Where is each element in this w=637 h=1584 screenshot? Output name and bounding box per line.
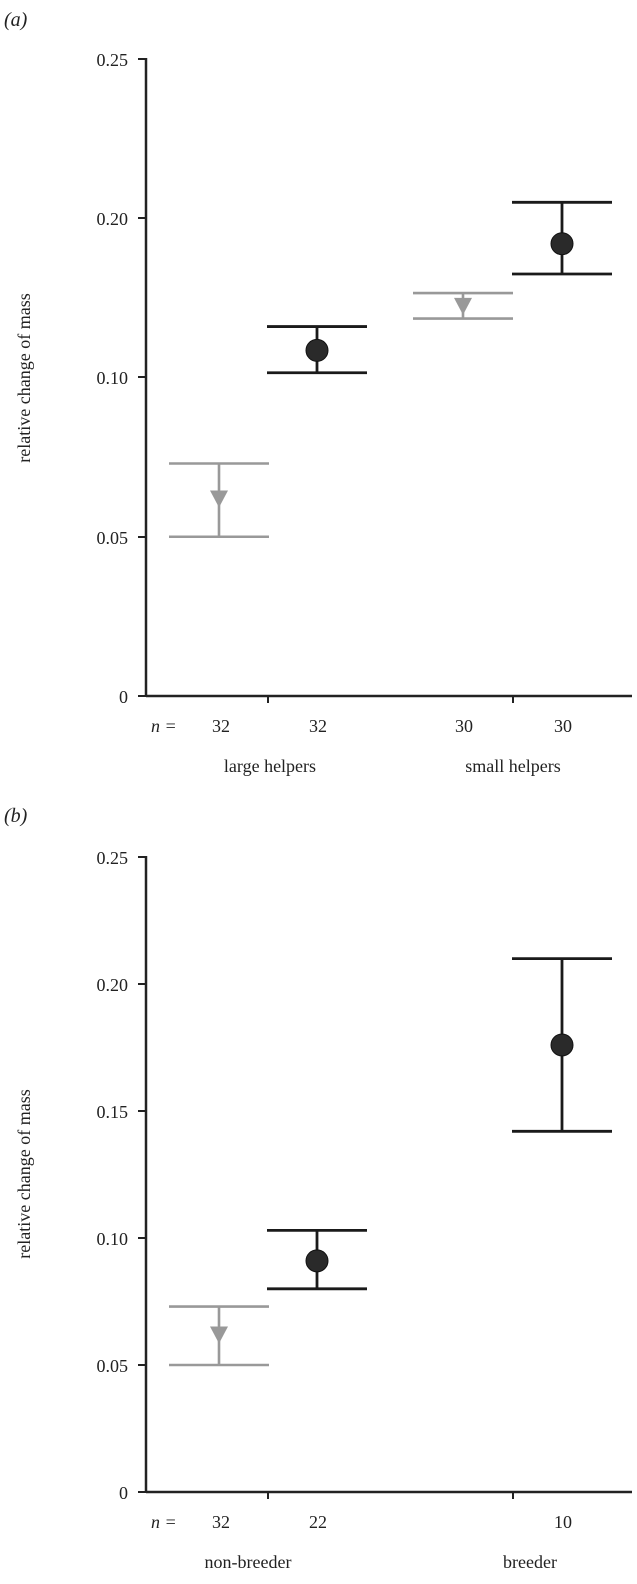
mean-marker-circle: [550, 1033, 574, 1057]
y-tick-a: 0: [119, 687, 146, 707]
y-tick-label-a: 0.20: [97, 209, 129, 229]
n-prefix-a: n =: [151, 716, 177, 736]
group-label-b: breeder: [503, 1552, 557, 1572]
mean-marker-circle: [305, 338, 329, 362]
panel-label-a: (a): [4, 9, 28, 31]
group-label-a: small helpers: [465, 756, 560, 776]
plot-marks-a: [169, 200, 612, 539]
n-label-b: 32: [212, 1512, 230, 1532]
y-tick-b: 0.10: [97, 1229, 146, 1249]
n-label-a: 30: [455, 716, 473, 736]
n-label-a: 32: [309, 716, 327, 736]
y-tick-label-b: 0.25: [97, 848, 129, 868]
y-tick-label-a: 0: [119, 687, 128, 707]
group-label-a: large helpers: [224, 756, 316, 776]
y-tick-label-b: 0.10: [97, 1229, 129, 1249]
y-tick-a: 0.25: [97, 50, 146, 70]
y-tick-label-b: 0.05: [97, 1356, 129, 1376]
y-tick-b: 0.15: [97, 1102, 146, 1122]
y-tick-a: 0.10: [97, 368, 146, 388]
n-label-a: 30: [554, 716, 572, 736]
panel-a: (a) relative change of mass 0.25 0.20 0.…: [4, 9, 632, 776]
plot-marks-b: [169, 957, 612, 1367]
y-tick-b: 0: [119, 1483, 146, 1503]
y-tick-label-a: 0.25: [97, 50, 129, 70]
y-axis-label-a: relative change of mass: [14, 293, 34, 462]
panel-b: (b) relative change of mass 0.25 0.20 0.…: [4, 805, 632, 1572]
mean-marker-triangle: [454, 297, 472, 315]
y-tick-b: 0.25: [97, 848, 146, 868]
mean-marker-circle: [305, 1249, 329, 1273]
n-label-b: 22: [309, 1512, 327, 1532]
y-tick-a: 0.20: [97, 209, 146, 229]
y-tick-label-b: 0.20: [97, 975, 129, 995]
panel-label-b: (b): [4, 805, 28, 827]
n-prefix-b: n =: [151, 1512, 177, 1532]
y-tick-label-a: 0.05: [97, 528, 129, 548]
mean-marker-circle: [550, 232, 574, 256]
mean-marker-triangle: [210, 490, 228, 508]
y-tick-label-b: 0: [119, 1483, 128, 1503]
mean-marker-triangle: [210, 1326, 228, 1344]
y-axis-label-b: relative change of mass: [14, 1089, 34, 1258]
y-tick-b: 0.05: [97, 1356, 146, 1376]
n-label-a: 32: [212, 716, 230, 736]
n-label-b: 10: [554, 1512, 572, 1532]
y-tick-label-b: 0.15: [97, 1102, 129, 1122]
group-label-b: non-breeder: [205, 1552, 292, 1572]
y-tick-a: 0.05: [97, 528, 146, 548]
y-tick-label-a: 0.10: [97, 368, 129, 388]
y-tick-b: 0.20: [97, 975, 146, 995]
